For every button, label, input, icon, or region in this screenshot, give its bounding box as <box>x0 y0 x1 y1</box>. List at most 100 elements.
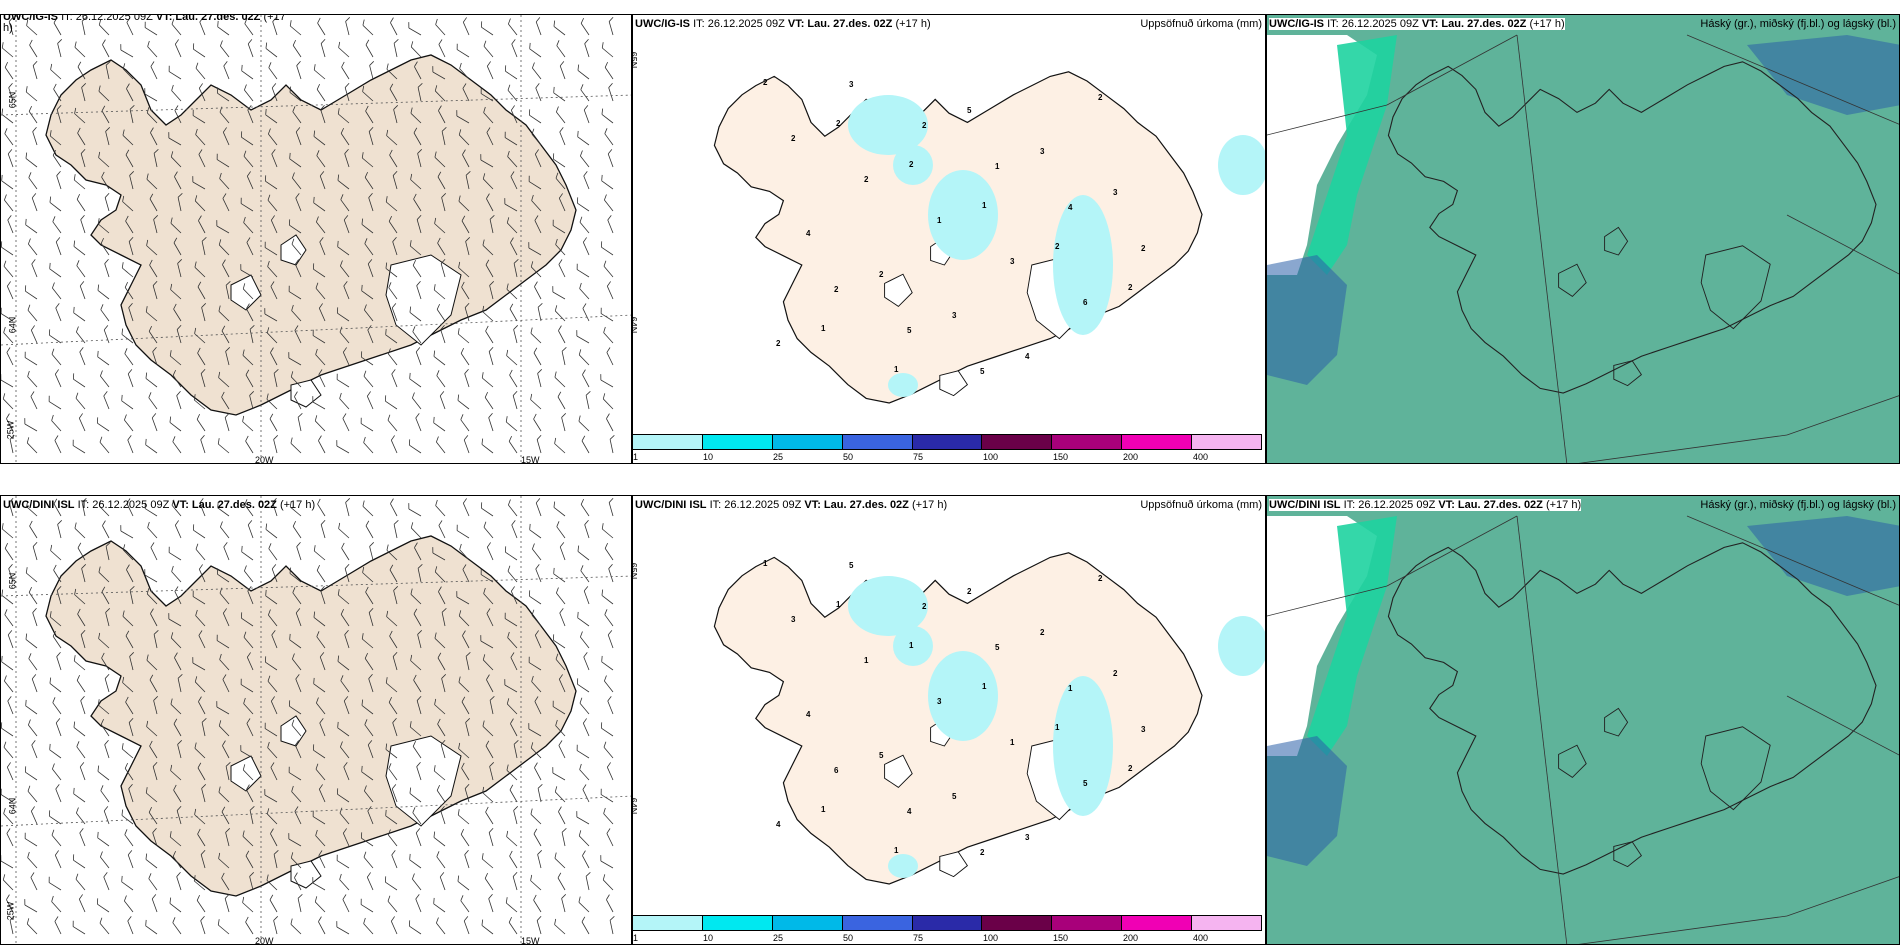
wind-barb <box>194 195 206 212</box>
wind-barb <box>297 413 303 432</box>
wind-barb <box>465 171 471 190</box>
wind-barb <box>98 500 110 517</box>
wind-barb <box>509 303 518 322</box>
wind-barb <box>152 828 158 847</box>
wind-barb <box>576 263 590 278</box>
wind-barb <box>364 652 374 671</box>
wind-barb <box>530 874 542 891</box>
legend-tick: 25 <box>773 452 784 462</box>
wind-barb <box>220 40 230 58</box>
wind-barb <box>174 652 182 671</box>
wind-barb <box>28 105 38 124</box>
wind-barb <box>483 40 494 58</box>
wind-barb <box>122 544 134 561</box>
wind-barb <box>582 303 590 322</box>
glacier <box>230 755 262 792</box>
wind-barb <box>340 675 350 693</box>
wind-barb <box>201 784 207 803</box>
precip-value: 4 <box>806 229 811 238</box>
wind-barb <box>31 674 38 693</box>
precip-value: 1 <box>982 682 987 691</box>
wind-barb <box>480 154 494 168</box>
wind-barb <box>384 876 398 891</box>
wind-barb <box>513 259 519 278</box>
wind-barb <box>246 237 254 256</box>
wind-barb <box>320 105 326 124</box>
wind-barb <box>316 631 326 649</box>
iceland-outline <box>1387 61 1877 394</box>
wind-barb <box>52 763 62 781</box>
precip-value: 2 <box>763 78 768 87</box>
wind-barb <box>363 917 374 935</box>
wind-barb <box>151 413 158 432</box>
wind-barb <box>366 872 374 891</box>
precip-value: 3 <box>1113 188 1118 197</box>
wind-barb <box>531 128 542 146</box>
wind-barb <box>506 698 518 715</box>
wind-barb <box>77 127 86 146</box>
wind-barb <box>583 171 590 190</box>
lat-label-65-p: 65N <box>632 51 639 69</box>
wind-barb <box>24 766 38 781</box>
wind-barb <box>145 919 158 935</box>
wind-barb <box>197 347 206 366</box>
wind-barb <box>3 741 14 759</box>
wind-barb <box>267 260 278 278</box>
wind-barb <box>273 435 279 454</box>
wind-barb <box>432 547 446 561</box>
wind-barb <box>101 105 110 124</box>
wind-barb <box>361 765 374 781</box>
lat-label-64-r2: 64N <box>7 797 18 815</box>
wind-barb <box>172 917 182 935</box>
wind-barb <box>222 674 230 693</box>
wind-barb <box>603 807 614 825</box>
cloud-label-row2: Háský (gr.), miðský (fj.bl.) og lágský (… <box>1700 499 1896 511</box>
wind-barb <box>505 416 518 432</box>
wind-barb <box>482 786 494 803</box>
wind-barb <box>176 391 182 410</box>
wind-barb <box>463 916 470 935</box>
wind-barb <box>389 564 398 583</box>
wind-barb <box>221 391 230 410</box>
wind-barb <box>97 284 110 300</box>
wind-barb <box>126 498 134 517</box>
wind-barb <box>1 523 14 539</box>
wind-barb <box>364 719 374 737</box>
wind-barb <box>558 325 566 344</box>
wind-barb <box>7 149 14 168</box>
wind-barb <box>120 525 134 539</box>
wind-barb <box>53 564 62 583</box>
wind-barb <box>294 259 302 278</box>
wind-barb <box>245 916 254 935</box>
wind-barb <box>600 307 614 322</box>
wind-barb <box>265 108 278 124</box>
precip-area <box>888 854 918 878</box>
wind-barb <box>77 61 86 80</box>
wind-barb <box>148 873 158 891</box>
wind-barb <box>177 674 183 693</box>
wind-barb <box>1 108 14 124</box>
wind-barb <box>507 150 518 168</box>
precip-area <box>848 95 928 155</box>
wind-barb <box>434 151 446 168</box>
wind-barb <box>386 610 398 627</box>
legend-tick: 75 <box>913 933 924 943</box>
wind-barb <box>437 171 446 190</box>
legend-tick: 25 <box>773 933 784 943</box>
wind-barb <box>552 634 566 649</box>
wind-barb <box>273 850 279 869</box>
glacier <box>939 851 969 878</box>
wind-barb <box>312 810 326 825</box>
wind-barb <box>362 566 374 583</box>
wind-barb <box>52 630 62 649</box>
wind-barb <box>530 327 542 344</box>
wind-barb <box>577 64 590 80</box>
wind-barb <box>555 172 566 190</box>
wind-barb <box>176 872 182 891</box>
wind-barb <box>464 850 470 869</box>
wind-barb <box>482 654 494 671</box>
wind-barb <box>316 83 326 102</box>
wind-barb <box>222 193 230 212</box>
wind-barb <box>196 894 206 913</box>
wind-barb <box>149 674 158 693</box>
